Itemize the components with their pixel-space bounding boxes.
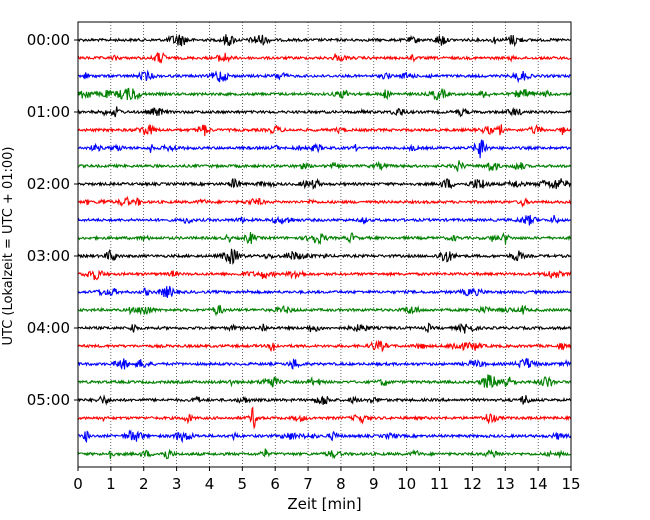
trace-line: [77, 106, 572, 118]
trace-line: [77, 286, 572, 298]
trace-line: [77, 195, 572, 208]
trace-line: [77, 374, 572, 389]
x-tick-label: 1: [106, 475, 116, 493]
trace-line: [77, 406, 572, 430]
y-tick-label: 04:00: [27, 319, 70, 337]
x-tick-label: 10: [397, 475, 416, 493]
trace-line: [77, 214, 572, 226]
trace-line: [77, 394, 572, 406]
x-tick-label: 15: [561, 475, 580, 493]
x-tick-label: 6: [270, 475, 280, 493]
y-tick-label: 05:00: [27, 391, 70, 409]
x-axis-label: Zeit [min]: [287, 495, 361, 513]
x-tick-label: 13: [496, 475, 515, 493]
y-tick-label: 03:00: [27, 247, 70, 265]
trace-line: [77, 123, 572, 137]
x-tick-label: 9: [369, 475, 379, 493]
y-tick-label: 02:00: [27, 175, 70, 193]
x-tick-label: 12: [463, 475, 482, 493]
trace-line: [78, 34, 572, 48]
trace-line: [77, 160, 572, 173]
trace-line: [77, 269, 572, 281]
trace-line: [77, 69, 572, 84]
trace-line: [77, 139, 572, 159]
x-tick-label: 4: [205, 475, 215, 493]
trace-line: [77, 304, 572, 317]
trace-line: [77, 177, 572, 190]
trace-line: [77, 231, 572, 246]
x-tick-label: 14: [529, 475, 548, 493]
y-tick-label: 01:00: [27, 103, 70, 121]
y-axis-label: UTC (Lokalzeit = UTC + 01:00): [1, 147, 16, 346]
trace-line: [77, 357, 572, 370]
x-tick-label: 3: [172, 475, 182, 493]
seismic-traces: [77, 34, 572, 460]
trace-line: [77, 429, 572, 444]
x-tick-label: 7: [303, 475, 313, 493]
trace-line: [77, 322, 572, 334]
trace-line: [77, 248, 572, 265]
trace-line: [77, 339, 572, 353]
x-tick-label: 0: [73, 475, 83, 493]
x-grid: [110, 22, 539, 467]
x-axis-ticks: 0 1 2 3 4 5 6 7 8 9 10 11 12 13 14 15: [73, 467, 581, 493]
x-tick-label: 2: [139, 475, 149, 493]
x-tick-label: 8: [336, 475, 346, 493]
trace-line: [77, 87, 572, 101]
trace-line: [77, 51, 571, 64]
y-tick-label: 00:00: [27, 31, 70, 49]
trace-line: [77, 448, 572, 460]
y-axis-ticks: 00:00 01:00 02:00 03:00 04:00 05:00: [27, 31, 78, 409]
plot-frame: [77, 21, 572, 468]
x-tick-label: 11: [430, 475, 449, 493]
x-tick-label: 5: [238, 475, 248, 493]
